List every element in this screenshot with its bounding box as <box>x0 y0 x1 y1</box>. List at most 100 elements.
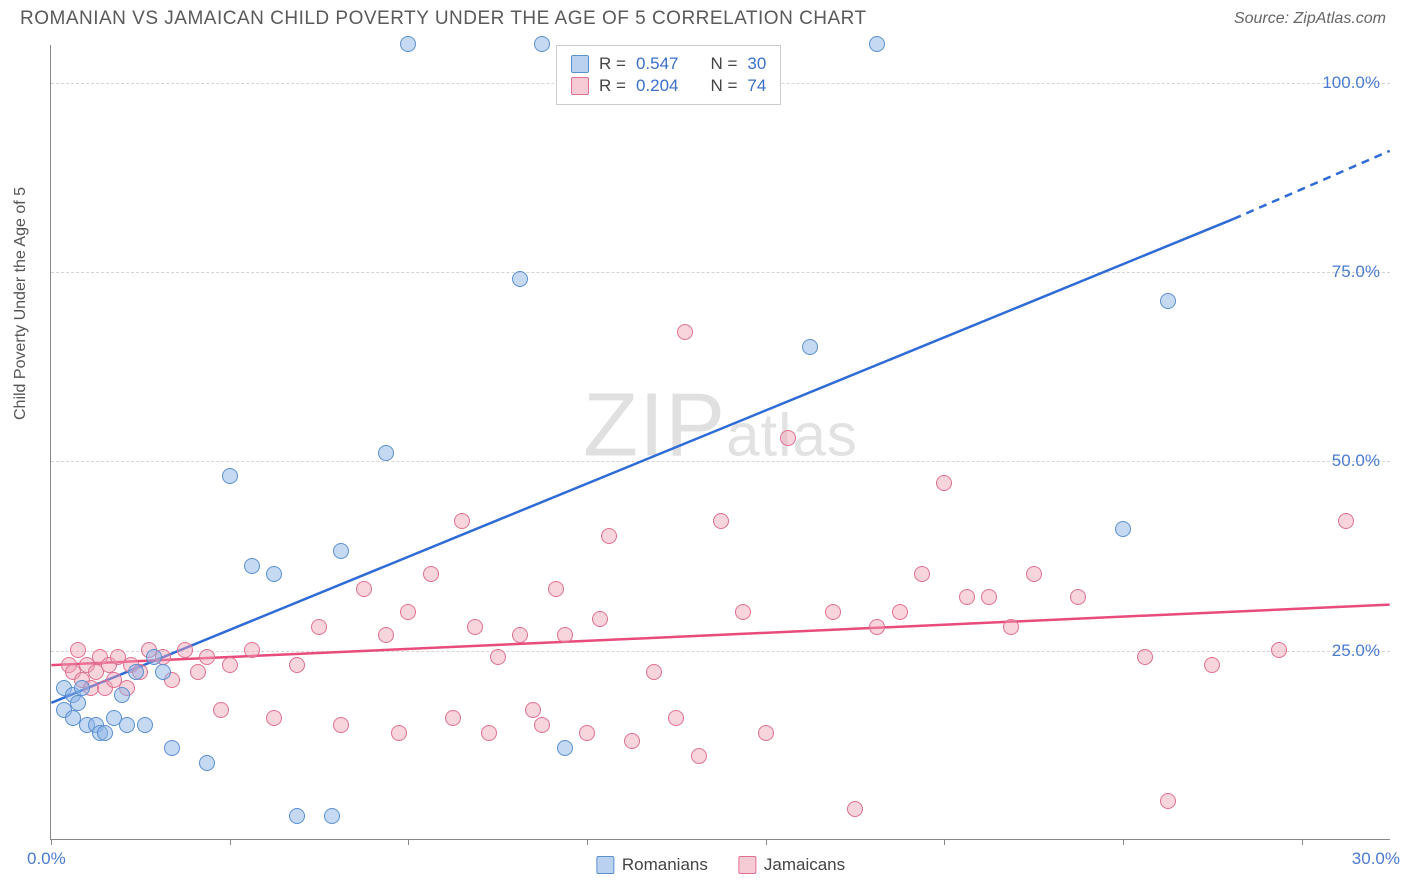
data-point <box>1137 649 1153 665</box>
data-point <box>199 755 215 771</box>
data-point <box>780 430 796 446</box>
data-point <box>481 725 497 741</box>
data-point <box>177 642 193 658</box>
data-point <box>534 717 550 733</box>
data-point <box>190 664 206 680</box>
data-point <box>70 642 86 658</box>
swatch-blue <box>571 55 589 73</box>
data-point <box>400 36 416 52</box>
data-point <box>1160 793 1176 809</box>
data-point <box>668 710 684 726</box>
data-point <box>97 725 113 741</box>
data-point <box>289 657 305 673</box>
data-point <box>119 717 135 733</box>
data-point <box>391 725 407 741</box>
data-point <box>266 566 282 582</box>
data-point <box>512 271 528 287</box>
y-tick-label: 25.0% <box>1332 641 1380 661</box>
swatch-pink <box>571 77 589 95</box>
data-point <box>802 339 818 355</box>
data-point <box>735 604 751 620</box>
data-point <box>557 740 573 756</box>
data-point <box>1070 589 1086 605</box>
data-point <box>324 808 340 824</box>
trend-lines <box>51 45 1390 839</box>
data-point <box>400 604 416 620</box>
data-point <box>548 581 564 597</box>
y-tick-label: 100.0% <box>1322 73 1380 93</box>
data-point <box>70 695 86 711</box>
data-point <box>333 717 349 733</box>
data-point <box>114 687 130 703</box>
legend-item-romanians: Romanians <box>596 855 708 875</box>
data-point <box>847 801 863 817</box>
data-point <box>758 725 774 741</box>
legend-row-romanians: R = 0.547 N = 30 <box>571 54 766 74</box>
data-point <box>525 702 541 718</box>
data-point <box>512 627 528 643</box>
data-point <box>1115 521 1131 537</box>
data-point <box>869 619 885 635</box>
correlation-legend: R = 0.547 N = 30 R = 0.204 N = 74 <box>556 45 781 105</box>
x-axis-min-label: 0.0% <box>27 849 66 869</box>
data-point <box>825 604 841 620</box>
chart-title: ROMANIAN VS JAMAICAN CHILD POVERTY UNDER… <box>20 8 867 30</box>
data-point <box>222 657 238 673</box>
data-point <box>423 566 439 582</box>
x-tick <box>1123 839 1124 845</box>
data-point <box>378 445 394 461</box>
data-point <box>266 710 282 726</box>
gridline-h <box>51 461 1390 462</box>
data-point <box>199 649 215 665</box>
data-point <box>624 733 640 749</box>
y-tick-label: 75.0% <box>1332 262 1380 282</box>
x-axis-max-label: 30.0% <box>1352 849 1400 869</box>
data-point <box>146 649 162 665</box>
chart-source: Source: ZipAtlas.com <box>1234 10 1386 28</box>
data-point <box>1204 657 1220 673</box>
data-point <box>869 36 885 52</box>
y-tick-label: 50.0% <box>1332 451 1380 471</box>
data-point <box>1271 642 1287 658</box>
data-point <box>579 725 595 741</box>
data-point <box>445 710 461 726</box>
data-point <box>601 528 617 544</box>
data-point <box>244 558 260 574</box>
data-point <box>222 468 238 484</box>
gridline-h <box>51 272 1390 273</box>
x-tick <box>766 839 767 845</box>
chart-plot-area: ZIPatlas R = 0.547 N = 30 R = 0.204 N = … <box>50 45 1390 840</box>
data-point <box>646 664 662 680</box>
data-point <box>128 664 144 680</box>
data-point <box>467 619 483 635</box>
data-point <box>356 581 372 597</box>
x-tick <box>944 839 945 845</box>
data-point <box>1026 566 1042 582</box>
data-point <box>289 808 305 824</box>
chart-header: ROMANIAN VS JAMAICAN CHILD POVERTY UNDER… <box>0 0 1406 34</box>
data-point <box>592 611 608 627</box>
data-point <box>534 36 550 52</box>
x-tick <box>408 839 409 845</box>
data-point <box>981 589 997 605</box>
data-point <box>454 513 470 529</box>
data-point <box>311 619 327 635</box>
swatch-pink-icon <box>738 856 756 874</box>
data-point <box>914 566 930 582</box>
data-point <box>936 475 952 491</box>
data-point <box>164 740 180 756</box>
data-point <box>1003 619 1019 635</box>
series-legend: Romanians Jamaicans <box>596 855 845 875</box>
x-tick <box>51 839 52 845</box>
data-point <box>691 748 707 764</box>
data-point <box>378 627 394 643</box>
data-point <box>1160 293 1176 309</box>
data-point <box>892 604 908 620</box>
x-tick <box>230 839 231 845</box>
data-point <box>155 664 171 680</box>
x-tick <box>1302 839 1303 845</box>
y-axis-label: Child Poverty Under the Age of 5 <box>12 187 30 420</box>
data-point <box>557 627 573 643</box>
data-point <box>677 324 693 340</box>
legend-row-jamaicans: R = 0.204 N = 74 <box>571 76 766 96</box>
